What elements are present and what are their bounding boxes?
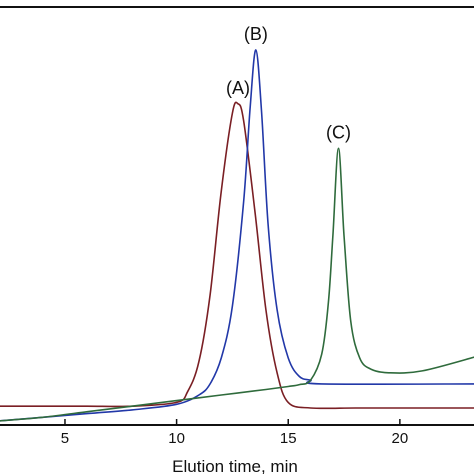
x-axis-title: Elution time, min — [172, 457, 298, 474]
series-layer — [0, 49, 474, 422]
x-tick-label-2: 15 — [280, 430, 297, 447]
peak-label-0: (A) — [226, 78, 250, 98]
peak-label-1: (B) — [244, 24, 268, 44]
x-tick-label-3: 20 — [392, 430, 409, 447]
plot-frame — [0, 6, 474, 426]
series-line-2 — [0, 147, 474, 422]
x-axis-ticks: 5 10 15 20 — [61, 419, 408, 447]
x-tick-label-1: 10 — [168, 430, 185, 447]
x-tick-label-0: 5 — [61, 430, 69, 447]
series-line-0 — [0, 101, 474, 410]
peak-label-2: (C) — [326, 122, 351, 142]
series-line-1 — [0, 49, 474, 422]
peak-labels: (A) (B) (C) — [226, 24, 351, 142]
